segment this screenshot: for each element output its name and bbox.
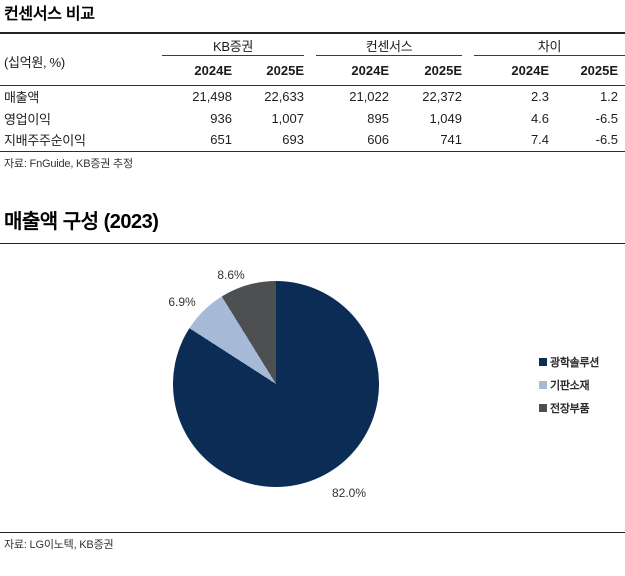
cell: 693: [232, 129, 304, 152]
cell: 22,372: [422, 88, 463, 104]
cell: 1.2: [599, 88, 619, 104]
pie-label-substrate: 6.9%: [168, 294, 196, 309]
section-divider: [0, 242, 625, 244]
legend-swatch-substrate: [539, 381, 547, 389]
cell: 1,049: [429, 110, 463, 126]
row-label-net-profit: 지배주주순이익: [0, 129, 150, 152]
pie-source-note: 자료: LG이노텍, KB증권: [4, 538, 114, 551]
legend-swatch-optical: [539, 358, 547, 366]
group-header-diff: 차이: [462, 33, 625, 56]
cell: 895: [367, 110, 389, 126]
pie: [173, 280, 379, 487]
subheader-2024e-consensus: 2024E: [304, 56, 389, 86]
cell: 2.3: [530, 88, 550, 104]
cell: 741: [389, 129, 463, 152]
legend-label-automotive: 전장부품: [550, 403, 590, 415]
cell: 651: [150, 129, 232, 152]
legend-item-optical: 광학솔루션: [539, 356, 599, 369]
consensus-table-title: 컨센서스 비교: [4, 6, 95, 23]
legend: 광학솔루션 기판소재 전장부품: [539, 356, 599, 415]
cell: 4.6: [530, 110, 550, 126]
subheader-2024e-diff: 2024E: [462, 56, 550, 86]
consensus-table: (십억원, %) KB증권 컨센서스 차이 2024E 2025E 2024E …: [0, 32, 625, 152]
cell: 21,022: [349, 88, 389, 104]
pie-label-optical: 82.0%: [331, 485, 367, 500]
legend-label-optical: 광학솔루션: [550, 357, 600, 369]
cell: -6.5: [595, 110, 619, 126]
cell: 936: [210, 110, 232, 126]
table-row-operating-profit: 영업이익 936 1,007 895 1,049 4.6 -6.5: [0, 107, 625, 129]
pie-chart-area: 82.0% 6.9% 8.6% 광학솔루션 기판소재 전장부품: [0, 244, 625, 532]
table-row-revenue: 매출액 21,498 22,633 21,022 22,372 2.3 1.2: [0, 85, 625, 107]
row-label-revenue: 매출액: [4, 89, 39, 105]
row-label-operating-profit: 영업이익: [4, 111, 51, 127]
cell: 7.4: [462, 129, 550, 152]
subheader-2025e-kb: 2025E: [232, 56, 304, 86]
table-group-header-row: (십억원, %) KB증권 컨센서스 차이: [0, 33, 625, 86]
bottom-divider: [0, 531, 625, 533]
pie-chart-title: 매출액 구성 (2023): [4, 210, 159, 233]
cell: 606: [304, 129, 389, 152]
cell: 22,633: [264, 88, 304, 104]
table-source-note: 자료: FnGuide, KB증권 추정: [4, 157, 133, 170]
pie-label-automotive: 8.6%: [217, 267, 245, 282]
cell: 1,007: [271, 110, 304, 126]
legend-item-automotive: 전장부품: [539, 402, 599, 415]
group-header-kb: KB증권: [150, 33, 304, 56]
unit-label: (십억원, %): [0, 33, 150, 86]
subheader-2025e-diff: 2025E: [549, 56, 625, 86]
legend-item-substrate: 기판소재: [539, 379, 599, 392]
table-row-net-profit: 지배주주순이익 651 693 606 741 7.4 -6.5: [0, 129, 625, 152]
cell: 21,498: [192, 88, 232, 104]
cell: -6.5: [549, 129, 625, 152]
legend-swatch-automotive: [539, 404, 547, 412]
legend-label-substrate: 기판소재: [550, 380, 590, 392]
group-header-consensus: 컨센서스: [304, 33, 463, 56]
subheader-2024e-kb: 2024E: [150, 56, 232, 86]
subheader-2025e-consensus: 2025E: [389, 56, 463, 86]
table-subheader-row: 2024E 2025E 2024E 2025E 2024E 2025E: [0, 56, 625, 86]
